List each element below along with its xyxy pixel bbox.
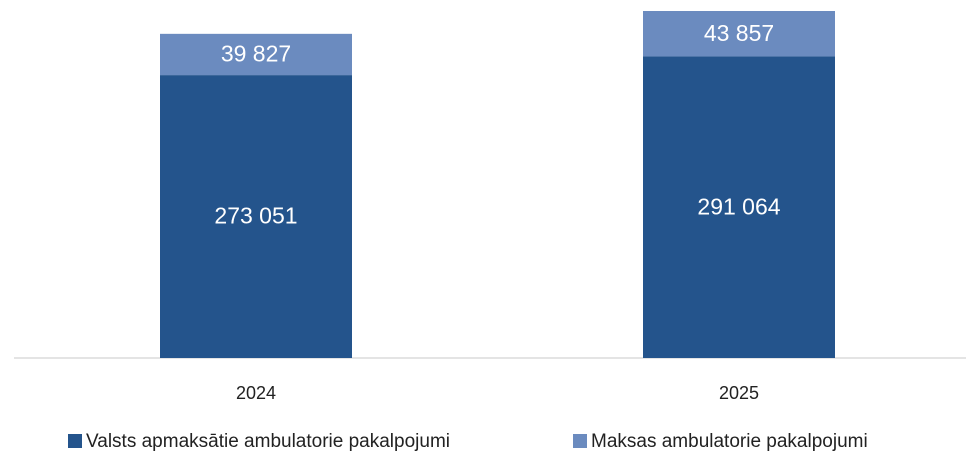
legend-swatch <box>68 434 82 448</box>
x-tick-label: 2024 <box>236 383 276 403</box>
legend-swatch <box>573 434 587 448</box>
bar-segment <box>160 33 352 76</box>
bar-segment <box>643 56 835 358</box>
value-label: 273 051 <box>214 203 297 229</box>
legend-label: Maksas ambulatorie pakalpojumi <box>591 431 868 452</box>
legend-label: Valsts apmaksātie ambulatorie pakalpojum… <box>86 431 450 452</box>
value-label: 39 827 <box>221 41 291 67</box>
value-label: 291 064 <box>697 193 780 219</box>
bar-segment <box>643 11 835 57</box>
x-tick-label: 2025 <box>719 383 759 403</box>
value-label: 43 857 <box>704 20 774 46</box>
bar-segment <box>160 75 352 359</box>
